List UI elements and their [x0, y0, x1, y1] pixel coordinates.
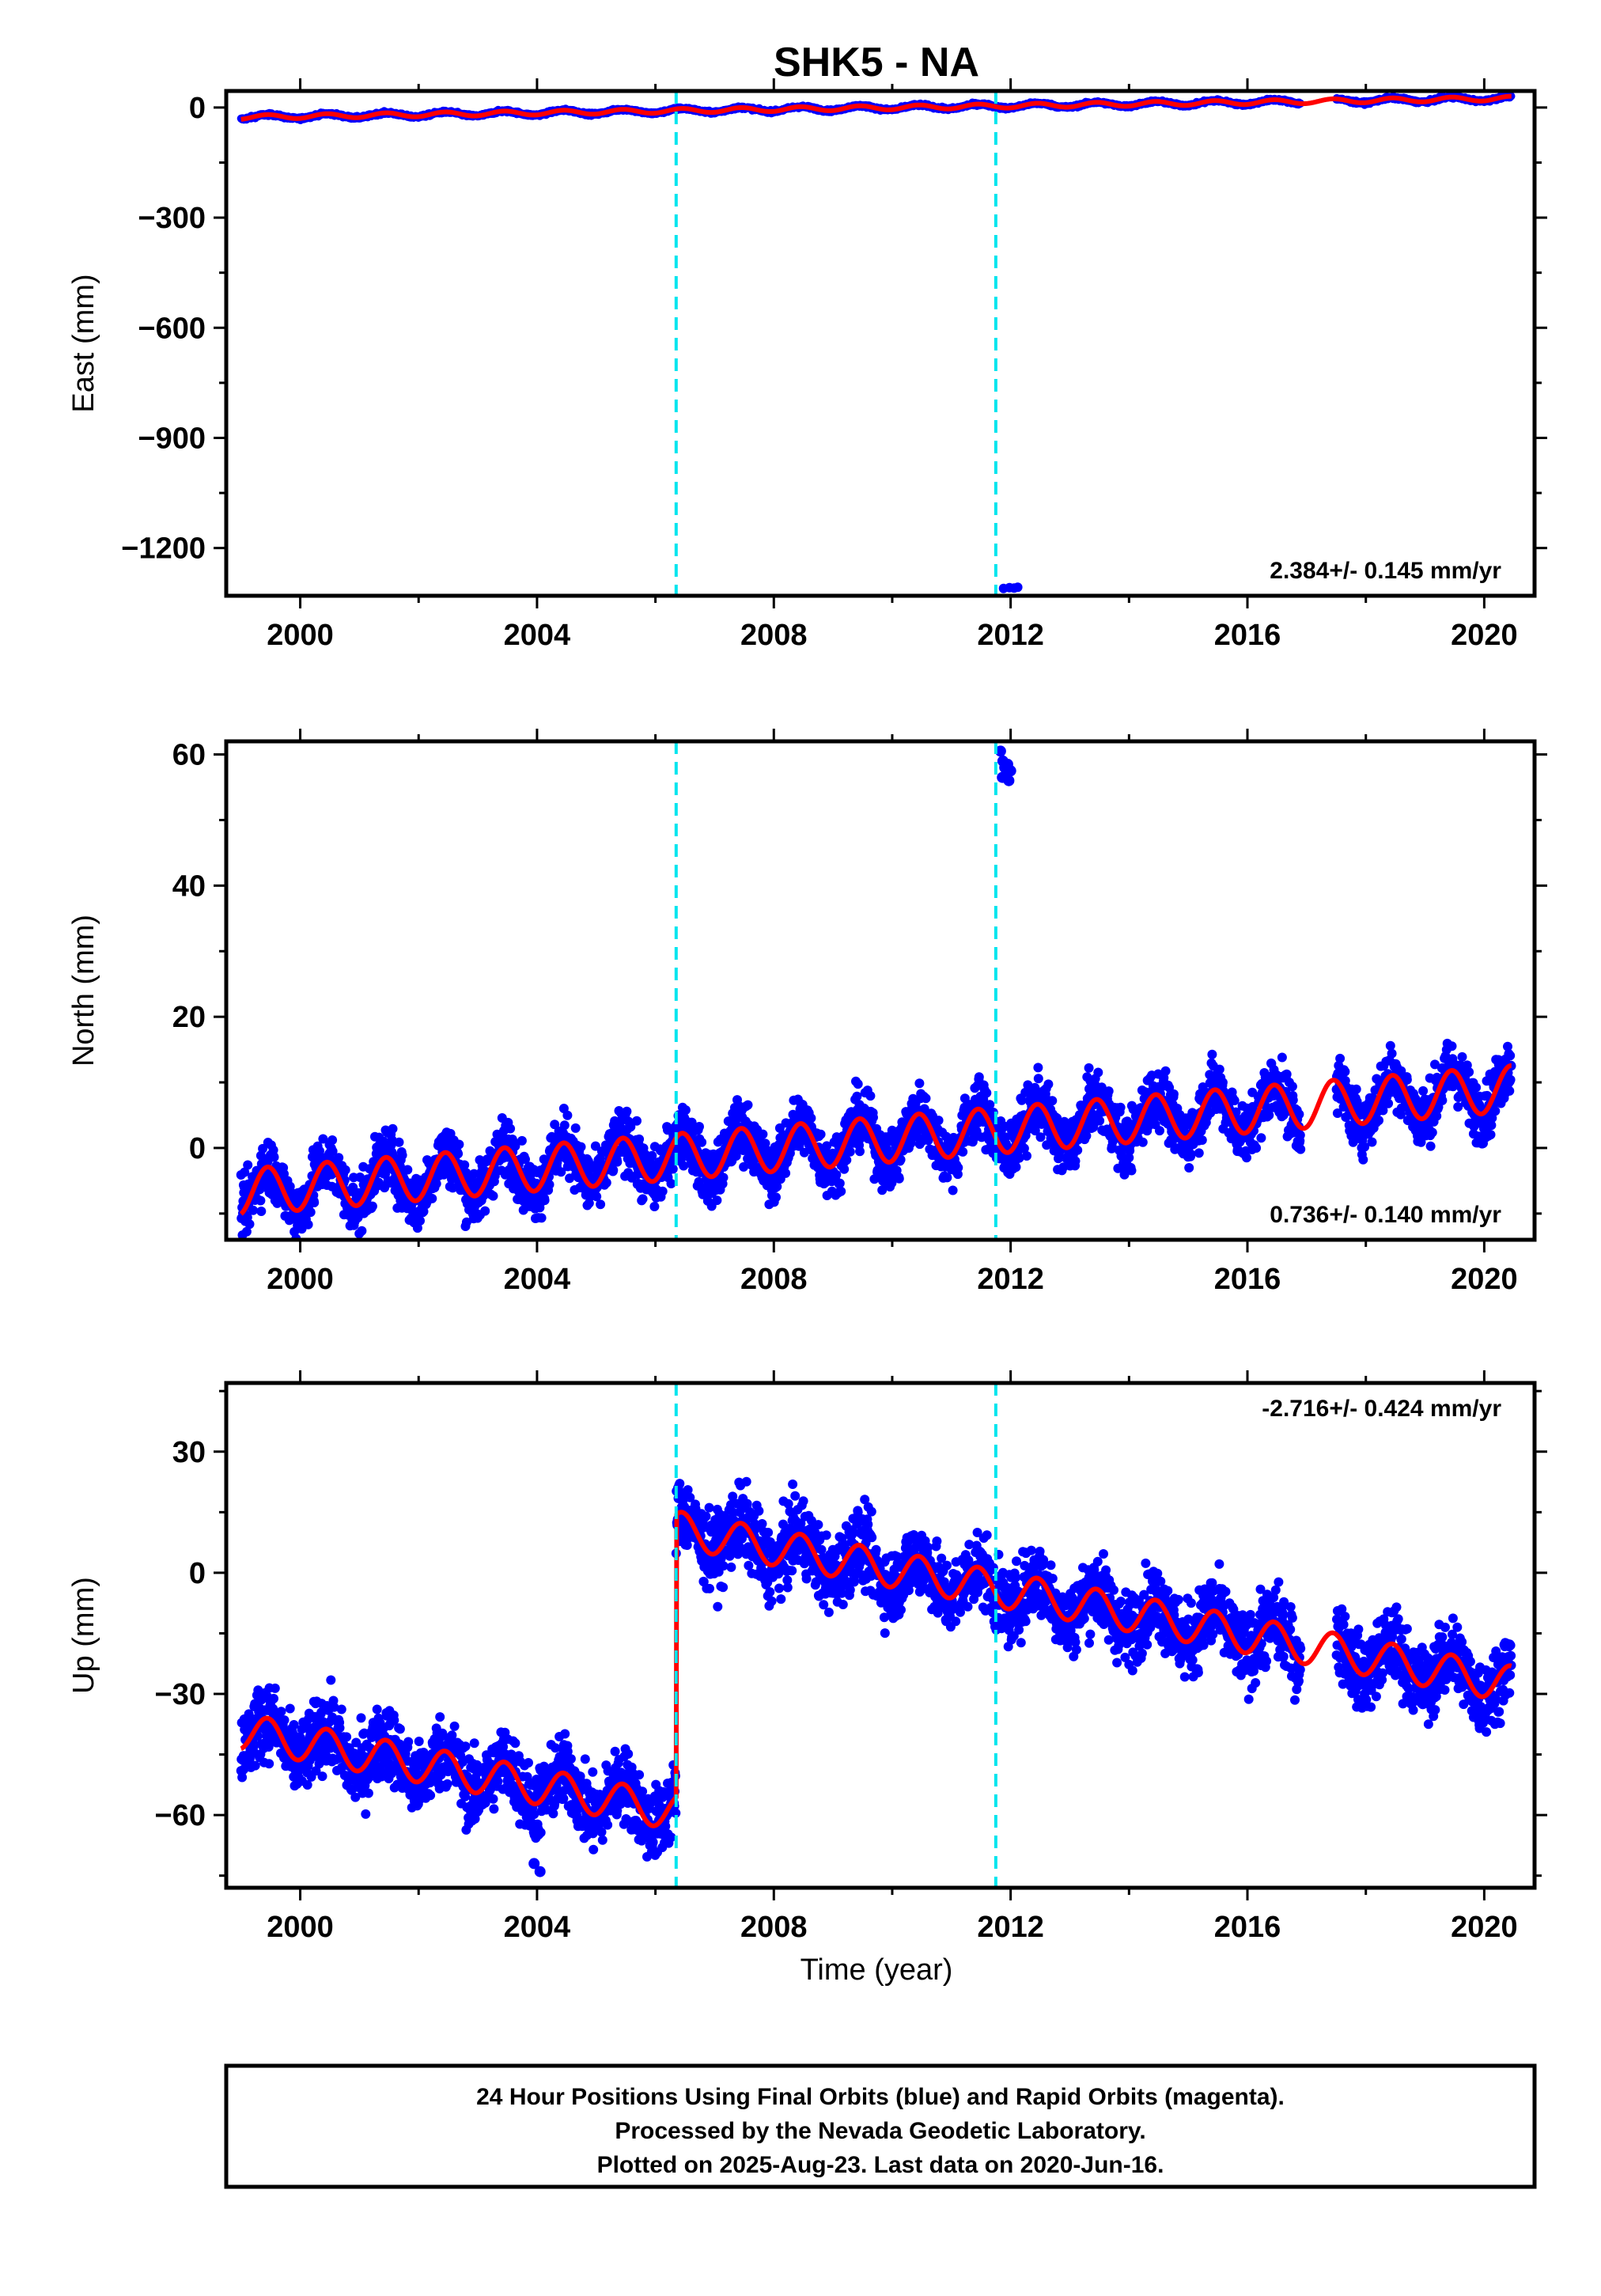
y-axis-label: East (mm)	[67, 274, 100, 412]
data-point	[634, 1134, 645, 1144]
data-point	[562, 1110, 573, 1120]
data-point	[632, 1116, 642, 1126]
data-point	[394, 1137, 404, 1147]
data-point	[340, 1165, 350, 1175]
data-point	[657, 1186, 668, 1196]
data-point	[559, 1120, 570, 1131]
data-point	[305, 1207, 316, 1218]
data-point	[303, 1219, 313, 1229]
chart-title: SHK5 - NA	[774, 40, 979, 85]
x-tick-label: 2020	[1451, 619, 1518, 652]
y-tick-label: −1200	[121, 532, 206, 566]
y-tick-label: −300	[138, 202, 206, 235]
data-point	[712, 1195, 722, 1206]
data-point	[243, 1160, 253, 1170]
data-point	[612, 1157, 623, 1167]
data-point	[256, 1207, 267, 1216]
data-point	[397, 1150, 407, 1161]
data-point	[309, 1198, 320, 1207]
data-point	[680, 1105, 691, 1115]
data-point	[453, 1149, 464, 1159]
data-point	[460, 1160, 470, 1170]
data-point	[638, 1194, 648, 1204]
data-point	[718, 1173, 729, 1183]
x-tick-label: 2004	[504, 619, 571, 652]
data-point	[244, 1219, 255, 1229]
data-point	[431, 1179, 441, 1189]
rate-label: 2.384+/- 0.145 mm/yr	[1270, 558, 1501, 584]
data-point	[255, 1195, 266, 1206]
x-tick-label: 2008	[740, 619, 808, 652]
data-point	[327, 1135, 338, 1145]
data-point	[695, 1122, 704, 1131]
data-point	[403, 1165, 413, 1175]
plot-area	[237, 91, 1516, 593]
data-point	[415, 1216, 425, 1226]
data-point	[248, 1205, 258, 1215]
data-point	[608, 1165, 619, 1175]
data-point	[505, 1123, 516, 1134]
data-point	[666, 1179, 676, 1188]
data-point	[539, 1195, 550, 1206]
data-point	[649, 1202, 660, 1211]
data-point	[454, 1139, 464, 1150]
x-tick-label: 2000	[267, 619, 334, 652]
data-point	[367, 1201, 377, 1211]
data-point	[544, 1180, 554, 1190]
data-point	[427, 1193, 437, 1203]
y-tick-label: −600	[138, 312, 206, 345]
data-point	[622, 1106, 632, 1116]
data-point	[357, 1226, 367, 1236]
data-point	[536, 1213, 547, 1223]
data-point	[668, 1164, 678, 1174]
data-point	[388, 1123, 398, 1134]
x-tick-label: 2016	[1214, 619, 1281, 652]
data-point	[269, 1152, 279, 1162]
y-tick-label: 0	[189, 92, 206, 125]
data-point	[517, 1135, 527, 1146]
data-point	[743, 1100, 753, 1110]
x-tick-label: 2012	[977, 619, 1044, 652]
east-panel: 2000 2004 2008 2012 2016 2020 0 −300 −600 −900 −12…	[67, 78, 1547, 652]
data-point	[576, 1142, 586, 1152]
y-tick-label: −900	[138, 422, 206, 455]
data-point	[570, 1123, 581, 1133]
data-point	[596, 1199, 606, 1210]
data-point	[601, 1177, 611, 1188]
data-point	[488, 1191, 498, 1201]
outlier-point	[1012, 582, 1023, 593]
data-point	[480, 1206, 490, 1216]
data-point	[697, 1137, 707, 1147]
